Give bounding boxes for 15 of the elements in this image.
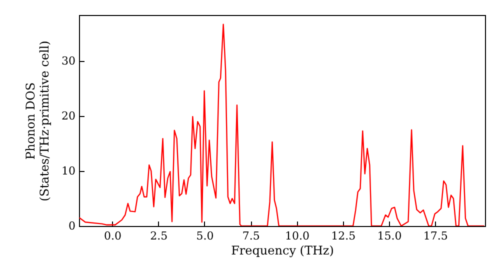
x-tick-label: 2.5 bbox=[150, 230, 168, 242]
x-tick-label: 12.5 bbox=[331, 230, 356, 242]
x-tick-label: 7.5 bbox=[242, 230, 260, 242]
x-tick-label: 10.0 bbox=[285, 230, 310, 242]
y-tick-label: 10 bbox=[62, 164, 76, 178]
line-series bbox=[79, 24, 485, 226]
x-tick-label: 15.0 bbox=[377, 230, 402, 242]
x-tick-label: 5.0 bbox=[196, 230, 214, 242]
y-tick-label: 20 bbox=[62, 110, 76, 123]
y-axis-title: Phonon DOS (States/THz·primitive cell) bbox=[24, 40, 52, 202]
y-tick-label: 30 bbox=[62, 54, 76, 68]
x-tick-label: 17.5 bbox=[423, 230, 448, 242]
y-tick-label: 0 bbox=[68, 220, 76, 232]
x-axis-title: Frequency (THz) bbox=[231, 244, 334, 258]
x-tick-label: 0.0 bbox=[104, 230, 122, 242]
